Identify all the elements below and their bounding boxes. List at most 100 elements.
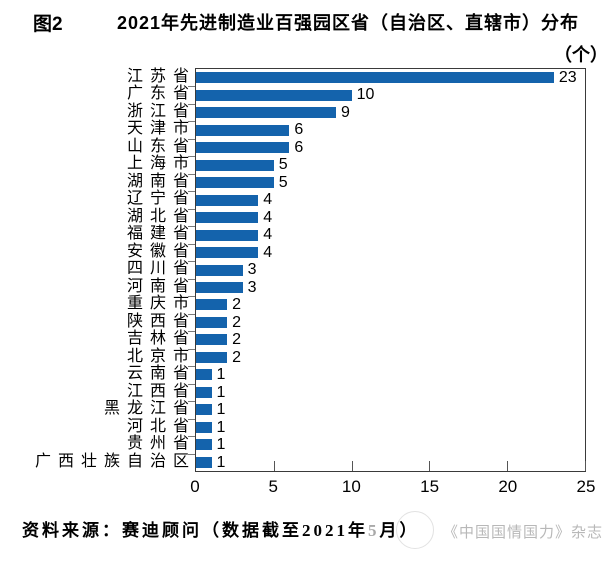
figure-number-label: 图2 <box>33 14 63 35</box>
bar <box>196 124 290 136</box>
y-axis-tick <box>188 121 195 123</box>
value-label: 1 <box>216 453 226 471</box>
category-label: 山东省 <box>126 137 196 155</box>
y-axis-tick <box>188 156 195 158</box>
value-label: 1 <box>216 436 226 454</box>
bar <box>196 142 290 154</box>
category-label: 河南省 <box>126 277 196 295</box>
x-axis-tick-label: 10 <box>341 477 361 496</box>
value-label: 1 <box>216 418 226 436</box>
bar <box>196 281 243 293</box>
y-axis-tick <box>188 208 195 210</box>
value-label: 1 <box>216 401 226 419</box>
value-label: 5 <box>278 156 288 174</box>
category-label: 天津市 <box>126 120 196 138</box>
x-axis-tick <box>273 461 275 471</box>
value-label: 4 <box>263 208 273 226</box>
value-label: 6 <box>294 121 304 139</box>
x-axis-tick-labels: 0 5 10 15 20 25 <box>190 477 595 501</box>
category-label: 吉林省 <box>126 330 196 348</box>
category-label: 贵州省 <box>126 435 196 453</box>
value-label: 2 <box>232 331 242 349</box>
bar <box>196 334 228 346</box>
category-label: 广东省 <box>126 85 196 103</box>
bar <box>196 404 212 416</box>
y-axis-category-labels: 江苏省 广东省 浙江省 天津市 山东省 上海市 湖南省 辽宁省 湖北省 福建省 安徽省 四川省 河南省重… <box>0 68 189 472</box>
bar <box>196 264 243 276</box>
value-label: 4 <box>263 226 273 244</box>
value-label: 9 <box>341 103 350 121</box>
value-label: 3 <box>247 261 257 279</box>
y-axis-tick <box>188 383 195 385</box>
category-label: 陕西省 <box>126 312 196 330</box>
bar <box>196 247 259 259</box>
category-label: 北京市 <box>126 347 196 365</box>
bar <box>196 107 337 119</box>
category-label: 湖南省 <box>126 172 196 190</box>
x-axis-tick-label: 15 <box>420 477 440 496</box>
bar <box>196 369 212 381</box>
y-axis-tick <box>188 243 195 245</box>
y-axis-tick <box>188 173 195 175</box>
y-axis-tick <box>188 226 195 228</box>
source-note-prefix: 资料来源：赛迪顾问（数据截至2021年 <box>22 521 368 540</box>
category-label: 黑龙江省 <box>103 400 196 418</box>
value-label: 6 <box>294 138 304 156</box>
y-axis-tick <box>188 436 195 438</box>
category-label: 江苏省 <box>126 68 196 85</box>
bar <box>196 439 212 451</box>
bar <box>196 351 228 363</box>
y-axis-tick <box>188 278 195 280</box>
y-axis-tick <box>188 453 195 455</box>
x-axis-tick <box>507 461 509 471</box>
category-label: 河北省 <box>126 417 196 435</box>
category-label: 安徽省 <box>126 242 196 260</box>
watermark-stamp-circle <box>396 511 434 549</box>
y-axis-tick <box>188 103 195 105</box>
value-label: 1 <box>216 366 226 384</box>
y-axis-tick <box>188 418 195 420</box>
bar <box>196 229 259 241</box>
bar <box>196 299 228 311</box>
y-axis-tick <box>188 348 195 350</box>
x-axis-tick <box>429 461 431 471</box>
category-label: 福建省 <box>126 225 196 243</box>
source-note-month: 5 <box>368 521 380 540</box>
bar <box>196 386 212 398</box>
y-axis-tick <box>188 313 195 315</box>
y-axis-tick <box>188 401 195 403</box>
bar <box>196 89 352 101</box>
value-label: 2 <box>232 348 242 366</box>
x-axis-tick-label: 0 <box>190 477 200 496</box>
bar <box>196 194 259 206</box>
value-label: 2 <box>232 296 242 314</box>
category-label: 上海市 <box>126 155 196 173</box>
y-axis-tick <box>188 138 195 140</box>
value-label: 4 <box>263 243 273 261</box>
value-label: 4 <box>263 191 273 209</box>
x-axis-tick <box>585 461 586 471</box>
bar <box>196 72 554 84</box>
bar <box>196 421 212 433</box>
y-axis-tick <box>188 86 195 88</box>
bar <box>196 159 274 171</box>
value-label: 3 <box>247 278 257 296</box>
chart-title: 2021年先进制造业百强园区省（自治区、直辖市）分布 <box>117 13 580 33</box>
bar <box>196 177 274 189</box>
bar <box>196 212 259 224</box>
category-label: 浙江省 <box>126 102 196 120</box>
category-label: 广西壮族自治区 <box>34 452 196 470</box>
value-label: 1 <box>216 383 226 401</box>
bar <box>196 456 212 468</box>
category-label: 云南省 <box>126 365 196 383</box>
category-label: 四川省 <box>126 260 196 278</box>
x-axis-tick <box>351 461 353 471</box>
category-label: 湖北省 <box>126 207 196 225</box>
category-label: 江西省 <box>126 382 196 400</box>
y-axis-tick <box>188 366 195 368</box>
category-label: 重庆市 <box>126 295 196 313</box>
y-axis-tick <box>188 191 195 193</box>
x-axis-tick-label: 25 <box>576 477 596 496</box>
y-axis-tick <box>188 296 195 298</box>
value-label: 2 <box>232 313 242 331</box>
